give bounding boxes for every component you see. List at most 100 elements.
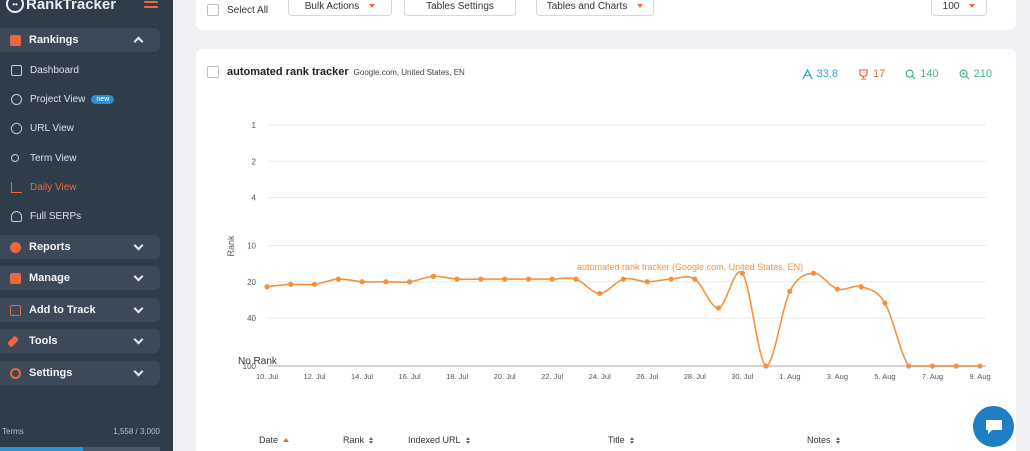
keyword-title[interactable]: automated rank tracker <box>227 66 349 78</box>
data-point[interactable] <box>953 363 959 369</box>
data-point[interactable] <box>882 300 888 306</box>
stat-search-results: 210 <box>959 68 992 80</box>
column-header-title[interactable]: Title <box>608 435 634 445</box>
x-tick-label: 3. Aug <box>827 372 848 381</box>
tables-settings-label: Tables Settings <box>426 0 494 12</box>
chevron-up-icon <box>133 36 144 47</box>
data-point[interactable] <box>668 276 674 282</box>
reports-icon <box>10 241 21 253</box>
data-point[interactable] <box>739 270 745 276</box>
data-point[interactable] <box>620 276 627 282</box>
data-point[interactable] <box>335 276 341 282</box>
stat-value: 33.8 <box>816 68 839 80</box>
chevron-down-icon <box>133 240 144 251</box>
sidebar-group-manage[interactable]: Manage <box>0 266 160 290</box>
sidebar-group-add-to-track[interactable]: Add to Track <box>0 298 160 322</box>
data-point[interactable] <box>977 363 983 369</box>
y-tick-label: 1 <box>252 121 257 130</box>
tables-and-charts-dropdown[interactable]: Tables and Charts <box>536 0 654 16</box>
sidebar-item-project-view[interactable]: Project View new <box>0 88 173 110</box>
data-point[interactable] <box>454 276 460 282</box>
bulk-actions-dropdown[interactable]: Bulk Actions <box>288 0 392 16</box>
data-point[interactable] <box>787 288 793 294</box>
page-size-dropdown[interactable]: 100 <box>931 0 987 16</box>
data-point[interactable] <box>288 281 294 287</box>
stat-value: 17 <box>873 68 886 80</box>
no-rank-label: No Rank <box>238 356 278 367</box>
data-point[interactable] <box>597 290 603 297</box>
rank-avg-icon <box>801 68 813 79</box>
tables-settings-button[interactable]: Tables Settings <box>404 0 516 16</box>
x-tick-label: 7. Aug <box>922 372 943 381</box>
tables-and-charts-label: Tables and Charts <box>546 0 628 12</box>
y-axis-label: Rank <box>226 235 236 257</box>
data-point[interactable] <box>715 305 722 311</box>
sidebar-item-dashboard[interactable]: Dashboard <box>0 59 173 81</box>
data-point[interactable] <box>692 276 698 282</box>
data-point[interactable] <box>407 279 413 285</box>
x-tick-label: 18. Jul <box>446 372 468 381</box>
sidebar-item-url-view[interactable]: URL View <box>0 117 173 139</box>
series-label: automated rank tracker (Google.com, Unit… <box>577 262 803 272</box>
select-all[interactable]: Select All <box>207 0 268 20</box>
chat-support-button[interactable] <box>973 406 1014 447</box>
data-point[interactable] <box>858 284 864 290</box>
sidebar-group-rankings[interactable]: Rankings <box>0 28 160 52</box>
dashboard-icon <box>11 64 22 76</box>
sidebar-item-term-view[interactable]: Term View <box>0 147 173 169</box>
data-point[interactable] <box>478 276 484 282</box>
data-point[interactable] <box>644 279 650 285</box>
keyword-stats: 33.8 17 140 210 <box>801 68 992 80</box>
settings-icon <box>10 367 21 379</box>
data-point[interactable] <box>906 363 912 369</box>
add-icon <box>10 304 21 316</box>
search-volume-icon <box>905 69 916 80</box>
sidebar-item-full-serps[interactable]: Full SERPs <box>0 205 173 227</box>
terms-count: 1,558 / 3,000 <box>113 427 160 436</box>
select-all-checkbox[interactable] <box>207 4 219 16</box>
sidebar-item-daily-view[interactable]: Daily View <box>0 176 173 198</box>
hamburger-menu-icon[interactable] <box>144 0 158 10</box>
column-label: Rank <box>343 435 365 445</box>
sidebar-group-tools[interactable]: Tools <box>0 329 160 353</box>
data-point[interactable] <box>763 363 769 369</box>
stat-value: 140 <box>920 68 939 80</box>
data-point[interactable] <box>430 273 436 279</box>
sidebar-group-label: Manage <box>29 272 70 284</box>
sidebar-item-label: Daily View <box>30 181 77 193</box>
keyword-checkbox[interactable] <box>207 66 219 78</box>
column-header-notes[interactable]: Notes <box>807 435 840 445</box>
sort-icon <box>835 436 840 444</box>
data-point[interactable] <box>264 284 270 290</box>
column-header-indexed-url[interactable]: Indexed URL <box>408 435 470 445</box>
data-point[interactable] <box>549 276 555 282</box>
data-point[interactable] <box>383 279 389 285</box>
data-point[interactable] <box>929 363 936 369</box>
sidebar: •• RankTracker Rankings Dashboard Projec… <box>0 0 173 451</box>
data-point[interactable] <box>811 270 817 276</box>
data-point[interactable] <box>502 276 508 282</box>
sidebar-group-settings[interactable]: Settings <box>0 361 160 385</box>
serp-icon <box>11 210 22 222</box>
trophy-icon <box>859 68 868 80</box>
data-point[interactable] <box>359 279 365 285</box>
sort-asc-icon <box>283 438 290 442</box>
sidebar-group-label: Tools <box>29 335 58 347</box>
rank-history-chart: 1 2 4 10 20 40 100 10. Jul 12. Jul 14. Jul 16. Ju… <box>226 121 991 381</box>
y-tick-label: 20 <box>247 278 256 287</box>
y-tick-label: 4 <box>252 194 257 203</box>
data-point[interactable] <box>311 281 318 287</box>
stat-value: 210 <box>973 68 992 80</box>
data-point[interactable] <box>834 286 841 292</box>
select-all-label: Select All <box>227 4 269 16</box>
app-logo[interactable]: •• RankTracker <box>6 0 116 14</box>
column-header-date[interactable]: Date <box>259 435 290 445</box>
chevron-down-icon <box>133 366 144 377</box>
column-header-rank[interactable]: Rank <box>343 435 374 445</box>
keyword-card: automated rank tracker Google.com, Unite… <box>196 49 1016 451</box>
sidebar-group-reports[interactable]: Reports <box>0 235 160 259</box>
x-tick-label: 14. Jul <box>351 372 373 381</box>
chevron-down-icon <box>133 303 144 314</box>
data-point[interactable] <box>525 276 532 282</box>
data-point[interactable] <box>573 276 579 282</box>
